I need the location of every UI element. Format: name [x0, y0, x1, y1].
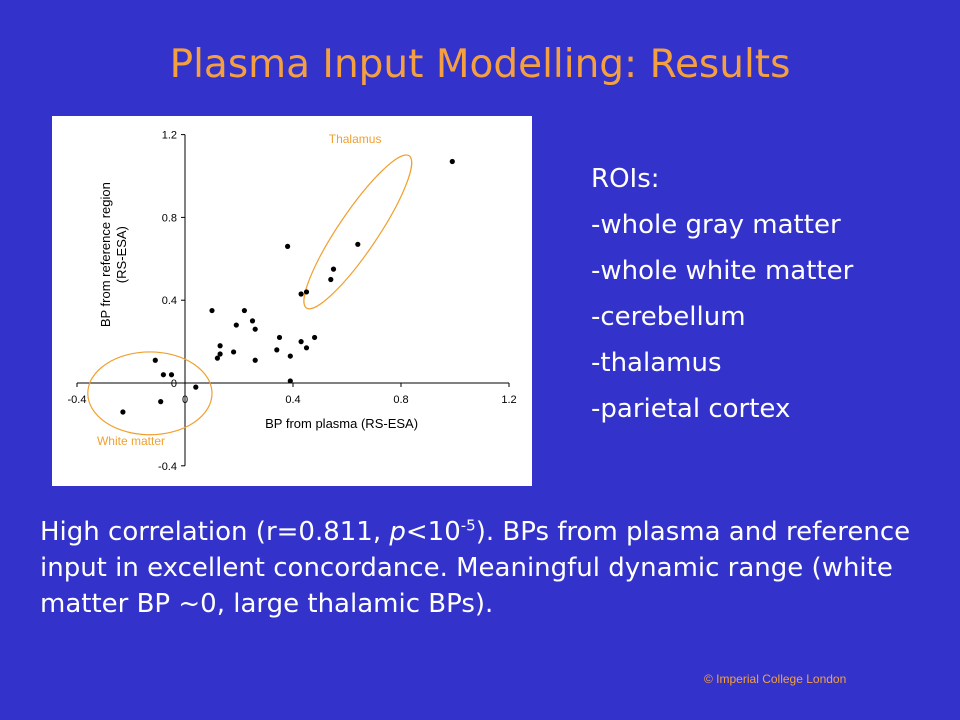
data-point: [168, 372, 175, 378]
y-tick-label: 0.4: [162, 295, 177, 307]
data-point: [252, 357, 258, 363]
summary-exponent: -5: [460, 516, 476, 535]
data-point: [160, 372, 166, 378]
data-point: [449, 158, 455, 165]
data-point: [303, 289, 310, 295]
annotation-ellipse: [87, 351, 213, 436]
data-point: [276, 334, 283, 341]
data-point: [285, 243, 291, 249]
summary-part1: High correlation (r=0.811,: [40, 517, 390, 547]
summary-text: High correlation (r=0.811, p<10-5). BPs …: [40, 514, 940, 622]
x-tick-label: 0: [182, 394, 188, 406]
data-point: [287, 353, 293, 359]
y-tick-label: 0: [171, 378, 177, 390]
roi-heading: ROIs:: [591, 164, 660, 194]
data-point: [252, 326, 258, 332]
y-axis-label-line2: (RS-ESA): [114, 226, 129, 283]
data-point: [241, 307, 247, 314]
data-point: [303, 345, 310, 351]
data-point: [249, 318, 256, 324]
data-point: [158, 399, 164, 405]
summary-part3: ). BPs from plasma and reference input i…: [40, 517, 911, 619]
y-tick-label: -0.4: [158, 461, 177, 473]
x-tick-label: 1.2: [501, 394, 516, 406]
x-tick-label: 0.8: [393, 394, 408, 406]
data-point: [355, 241, 361, 247]
roi-item: -thalamus: [591, 348, 722, 378]
roi-list: ROIs: -whole gray matter -whole white ma…: [591, 156, 853, 432]
data-point: [312, 334, 318, 341]
data-point: [152, 357, 158, 363]
data-point: [231, 349, 237, 355]
data-point: [274, 347, 280, 353]
scatter-chart-svg: -0.4 0 0.4 0.8 1.2 -0.4 0 0.4 0.8 1.2 BP from plas…: [68, 130, 517, 473]
data-point: [298, 291, 304, 297]
data-point: [287, 378, 293, 384]
annotation-ellipse: [303, 154, 413, 310]
y-axis-label: BP from reference region: [98, 182, 113, 327]
data-point: [217, 351, 223, 357]
summary-p-symbol: p: [389, 517, 406, 547]
roi-item: -parietal cortex: [591, 394, 791, 424]
x-axis-label: BP from plasma (RS-ESA): [265, 416, 418, 431]
x-tick-label: 0.4: [285, 394, 300, 406]
data-point: [120, 409, 126, 415]
data-point: [330, 266, 337, 272]
x-tick-label: -0.4: [68, 394, 87, 406]
roi-item: -whole gray matter: [591, 210, 841, 240]
data-point: [298, 339, 304, 345]
data-point: [214, 355, 220, 361]
copyright-notice: © Imperial College London: [704, 672, 847, 686]
y-tick-label: 0.8: [162, 212, 177, 224]
roi-item: -cerebellum: [591, 302, 746, 332]
data-point: [328, 276, 334, 283]
data-point: [233, 322, 239, 328]
y-tick-label: 1.2: [162, 130, 177, 142]
roi-item: -whole white matter: [591, 256, 854, 286]
scatter-chart: -0.4 0 0.4 0.8 1.2 -0.4 0 0.4 0.8 1.2 BP from plas…: [52, 116, 532, 486]
annotation-label: White matter: [97, 434, 165, 448]
summary-part2: <10: [405, 517, 461, 547]
data-point: [209, 307, 215, 314]
data-point: [217, 343, 223, 349]
slide-title: Plasma Input Modelling: Results: [169, 42, 791, 87]
annotation-label: Thalamus: [329, 132, 382, 146]
data-point: [193, 384, 199, 390]
